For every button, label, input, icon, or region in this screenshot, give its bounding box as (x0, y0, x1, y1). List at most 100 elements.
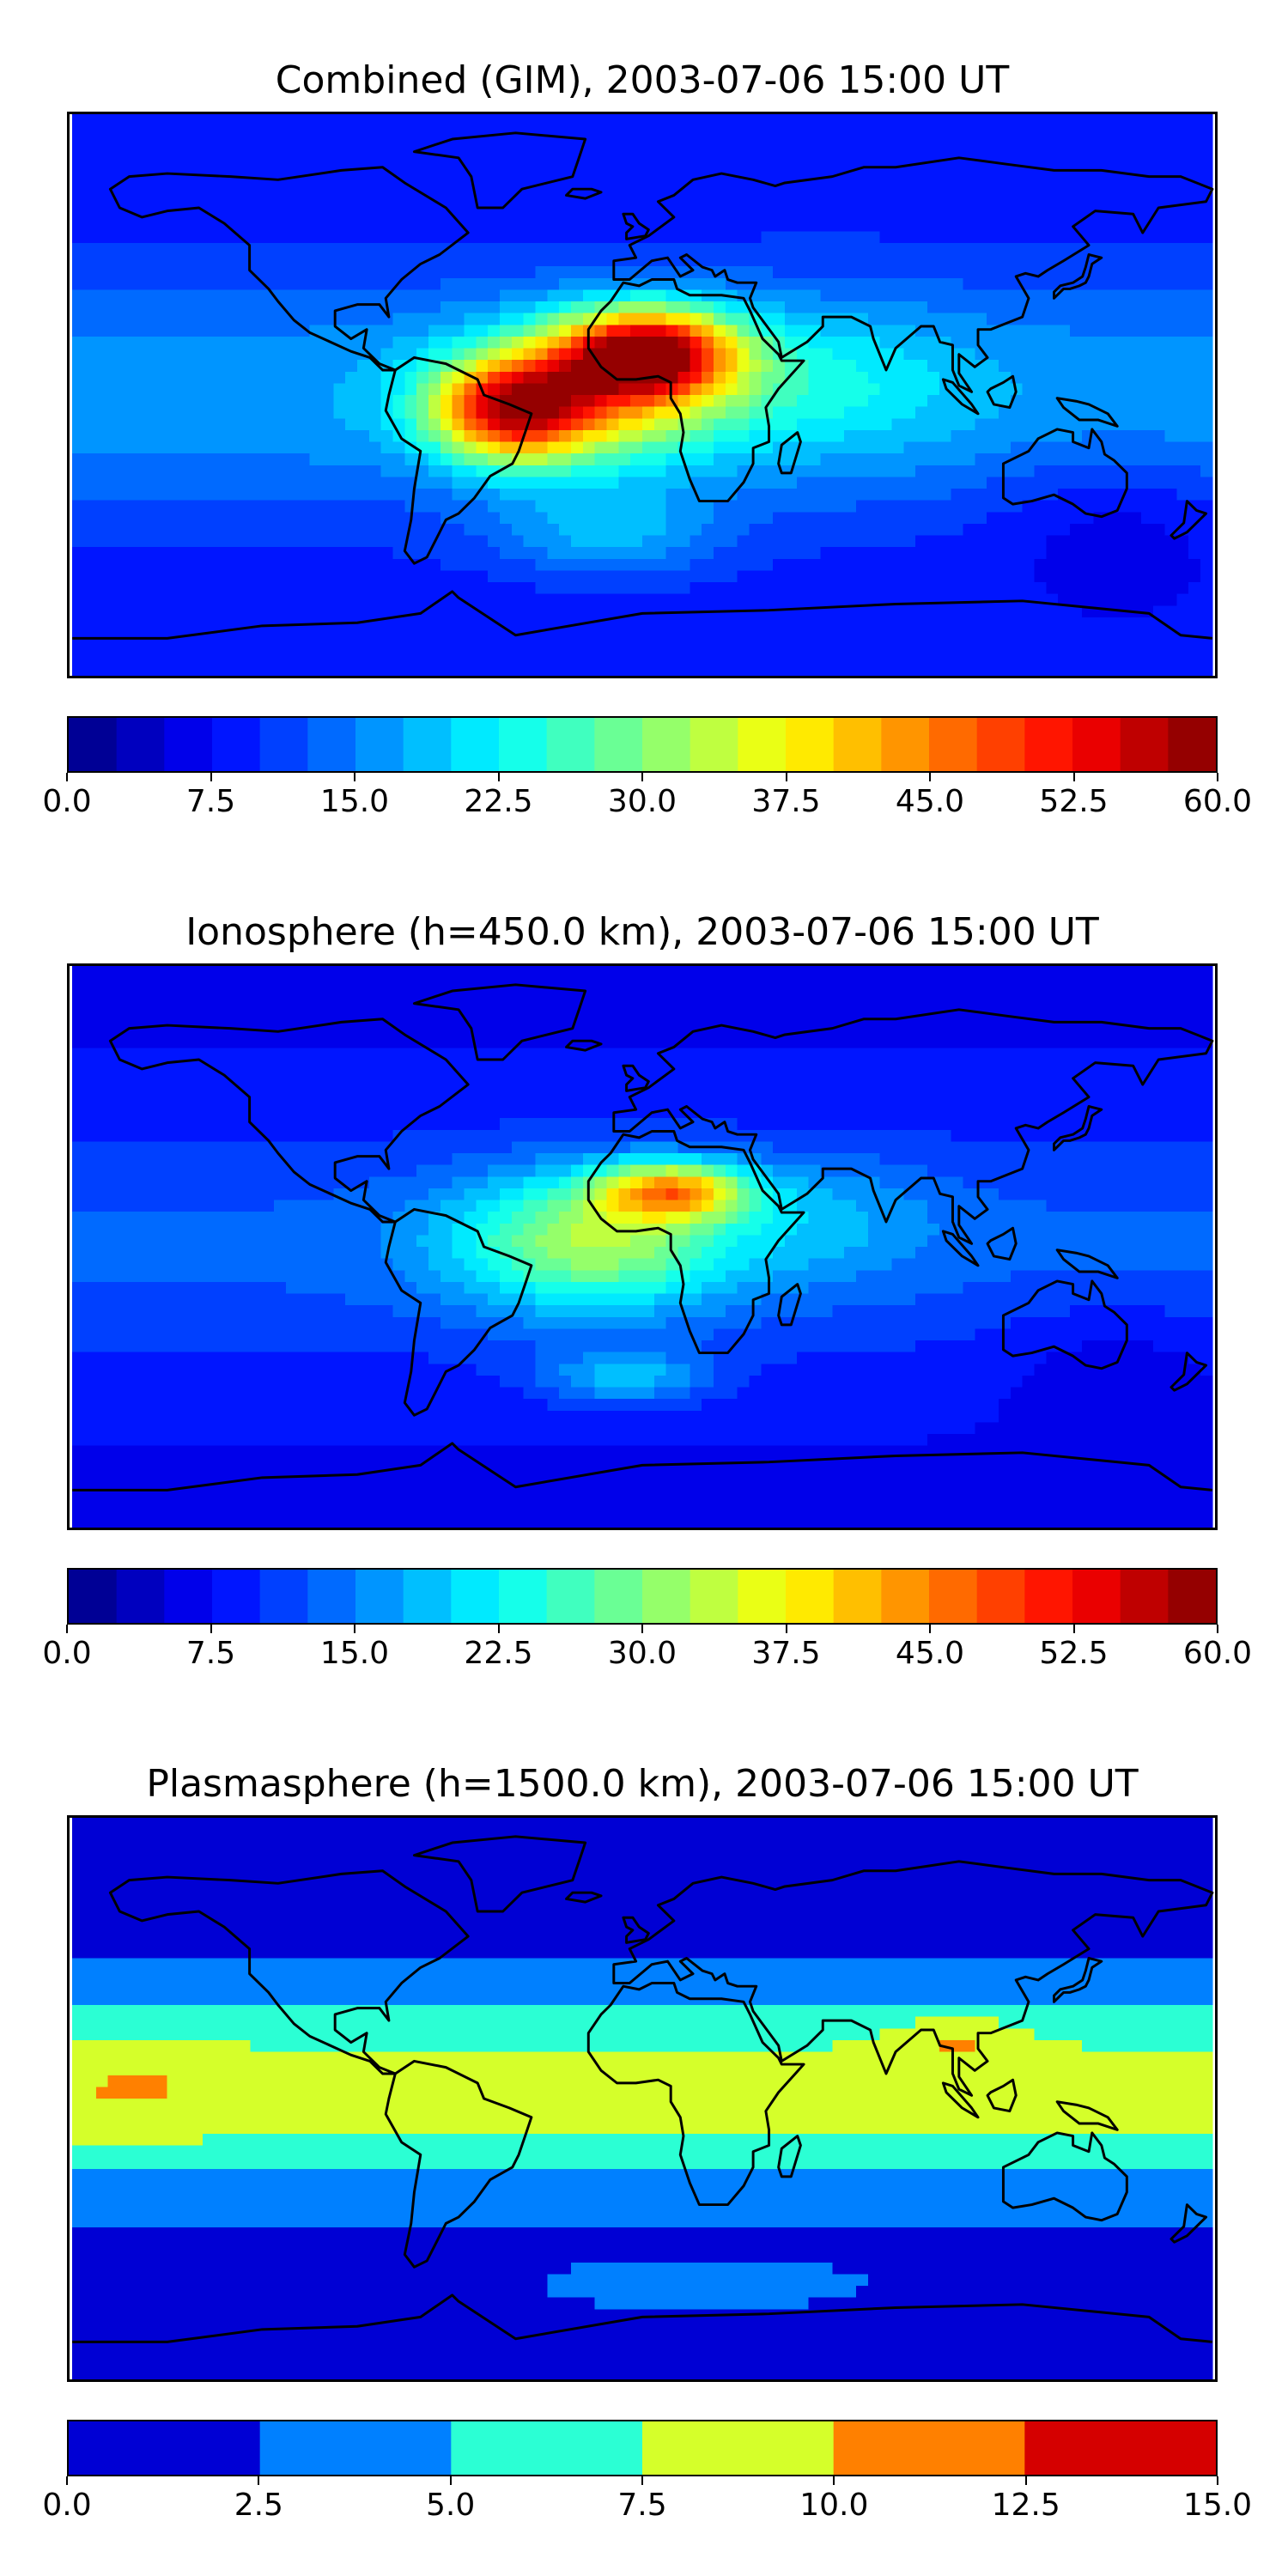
heatmap-cell (737, 512, 750, 525)
heatmap-cell (653, 966, 667, 979)
heatmap-cell (855, 348, 869, 361)
heatmap-cell (83, 254, 97, 267)
heatmap-cell (690, 137, 702, 150)
heatmap-cell (131, 500, 144, 513)
heatmap-cell (72, 641, 85, 653)
heatmap-cell (903, 277, 916, 290)
heatmap-cell (1010, 254, 1024, 267)
heatmap-cell (191, 989, 204, 1002)
heatmap-cell (452, 114, 465, 127)
heatmap-cell (309, 535, 323, 548)
heatmap-cell (464, 617, 477, 630)
heatmap-cell (535, 266, 548, 279)
heatmap-cell (903, 977, 916, 990)
heatmap-cell (987, 137, 999, 150)
heatmap-cell (262, 989, 275, 1002)
heatmap-cell (179, 477, 192, 489)
heatmap-cell (523, 254, 537, 267)
heatmap-cell (500, 593, 513, 606)
heatmap-cell (238, 989, 252, 1002)
heatmap-cell (761, 325, 774, 337)
heatmap-cell (1117, 617, 1130, 630)
heatmap-cell (95, 360, 109, 373)
heatmap-cell (321, 395, 334, 408)
heatmap-cell (286, 125, 299, 138)
heatmap-cell (975, 360, 987, 373)
heatmap-cell (571, 277, 584, 290)
heatmap-cell (820, 989, 833, 1002)
heatmap-cell (987, 125, 999, 138)
heatmap-cell (131, 477, 144, 489)
colorbar-tick (1072, 773, 1075, 781)
heatmap-cell (844, 500, 857, 513)
heatmap-cell (238, 336, 252, 349)
heatmap-cell (1034, 231, 1047, 244)
heatmap-cell (452, 582, 465, 595)
heatmap-cell (345, 418, 358, 431)
heatmap-cell (1010, 477, 1024, 489)
heatmap-cell (1058, 301, 1071, 314)
heatmap-cell (1105, 184, 1118, 197)
heatmap-cell (1152, 231, 1166, 244)
heatmap-cell (535, 406, 548, 419)
heatmap-cell (440, 652, 453, 665)
heatmap-cell (891, 465, 904, 477)
heatmap-cell (630, 489, 643, 501)
heatmap-cell (867, 570, 881, 583)
heatmap-cell (571, 242, 584, 256)
heatmap-cell (476, 641, 489, 653)
heatmap-cell (547, 289, 560, 302)
heatmap-cell (677, 173, 690, 185)
heatmap-cell (725, 184, 738, 197)
heatmap-cell (1046, 465, 1059, 477)
heatmap-cell (226, 547, 240, 560)
heatmap-cell (606, 114, 619, 127)
heatmap-cell (238, 652, 252, 665)
heatmap-cell (844, 535, 857, 548)
heatmap-cell (713, 500, 726, 513)
heatmap-cell (820, 125, 833, 138)
heatmap-cell (523, 242, 537, 256)
heatmap-cell (1046, 395, 1059, 408)
heatmap-cell (1188, 336, 1201, 349)
heatmap-cells (72, 966, 1213, 1528)
heatmap-cell (286, 558, 299, 571)
heatmap-cell (286, 231, 299, 244)
heatmap-cell (321, 570, 334, 583)
heatmap-cell (179, 395, 192, 408)
heatmap-cell (440, 664, 453, 676)
heatmap-cell (796, 348, 810, 361)
heatmap-cell (368, 489, 382, 501)
heatmap-cell (179, 301, 192, 314)
heatmap-cell (286, 989, 299, 1002)
heatmap-cell (784, 208, 798, 221)
heatmap-cell (1164, 652, 1178, 665)
heatmap-cell (713, 395, 726, 408)
heatmap-cell (665, 242, 679, 256)
heatmap-cell (1046, 313, 1059, 325)
heatmap-cell (796, 489, 810, 501)
heatmap-cell (357, 441, 370, 454)
heatmap-cell (939, 441, 952, 454)
heatmap-cell (594, 558, 608, 571)
heatmap-cell (238, 219, 252, 232)
heatmap-cell (1200, 593, 1213, 606)
heatmap-cell (1058, 231, 1071, 244)
heatmap-cell (559, 125, 572, 138)
heatmap-cell (939, 266, 952, 279)
heatmap-cell (702, 336, 714, 349)
heatmap-cell (464, 395, 477, 408)
heatmap-cell (440, 500, 453, 513)
heatmap-cell (844, 149, 857, 162)
heatmap-cell (939, 242, 952, 256)
heatmap-cell (606, 184, 619, 197)
heatmap-cell (464, 313, 477, 325)
heatmap-cell (867, 593, 881, 606)
heatmap-cell (476, 348, 489, 361)
heatmap-cell (1022, 570, 1036, 583)
heatmap-cell (1152, 348, 1166, 361)
heatmap-cell (368, 558, 382, 571)
heatmap-cell (1176, 489, 1189, 501)
heatmap-cell (1117, 989, 1130, 1002)
heatmap-cell (203, 605, 216, 618)
